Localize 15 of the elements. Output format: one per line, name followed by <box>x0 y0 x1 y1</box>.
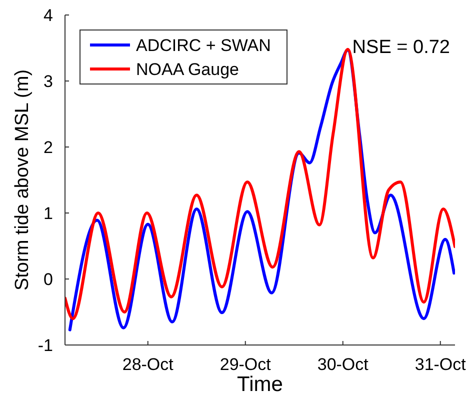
y-tick-label: 3 <box>44 72 53 91</box>
legend-label: NOAA Gauge <box>136 60 240 79</box>
x-tick-label: 29-Oct <box>220 355 272 374</box>
y-tick-label: -1 <box>38 336 53 355</box>
legend-label: ADCIRC + SWAN <box>136 36 271 55</box>
x-tick-label: 28-Oct <box>122 355 174 374</box>
x-axis-title: Time <box>237 373 283 396</box>
x-tick-label: 30-Oct <box>317 355 369 374</box>
y-tick-label: 2 <box>44 138 53 157</box>
x-tick-label: 31-Oct <box>414 355 466 374</box>
y-tick-label: 1 <box>44 204 53 223</box>
y-tick-label: 4 <box>44 6 53 25</box>
y-axis-title: Storm tide above MSL (m) <box>12 69 33 291</box>
y-tick-label: 0 <box>44 270 53 289</box>
annotation: NSE = 0.72 <box>352 37 450 58</box>
